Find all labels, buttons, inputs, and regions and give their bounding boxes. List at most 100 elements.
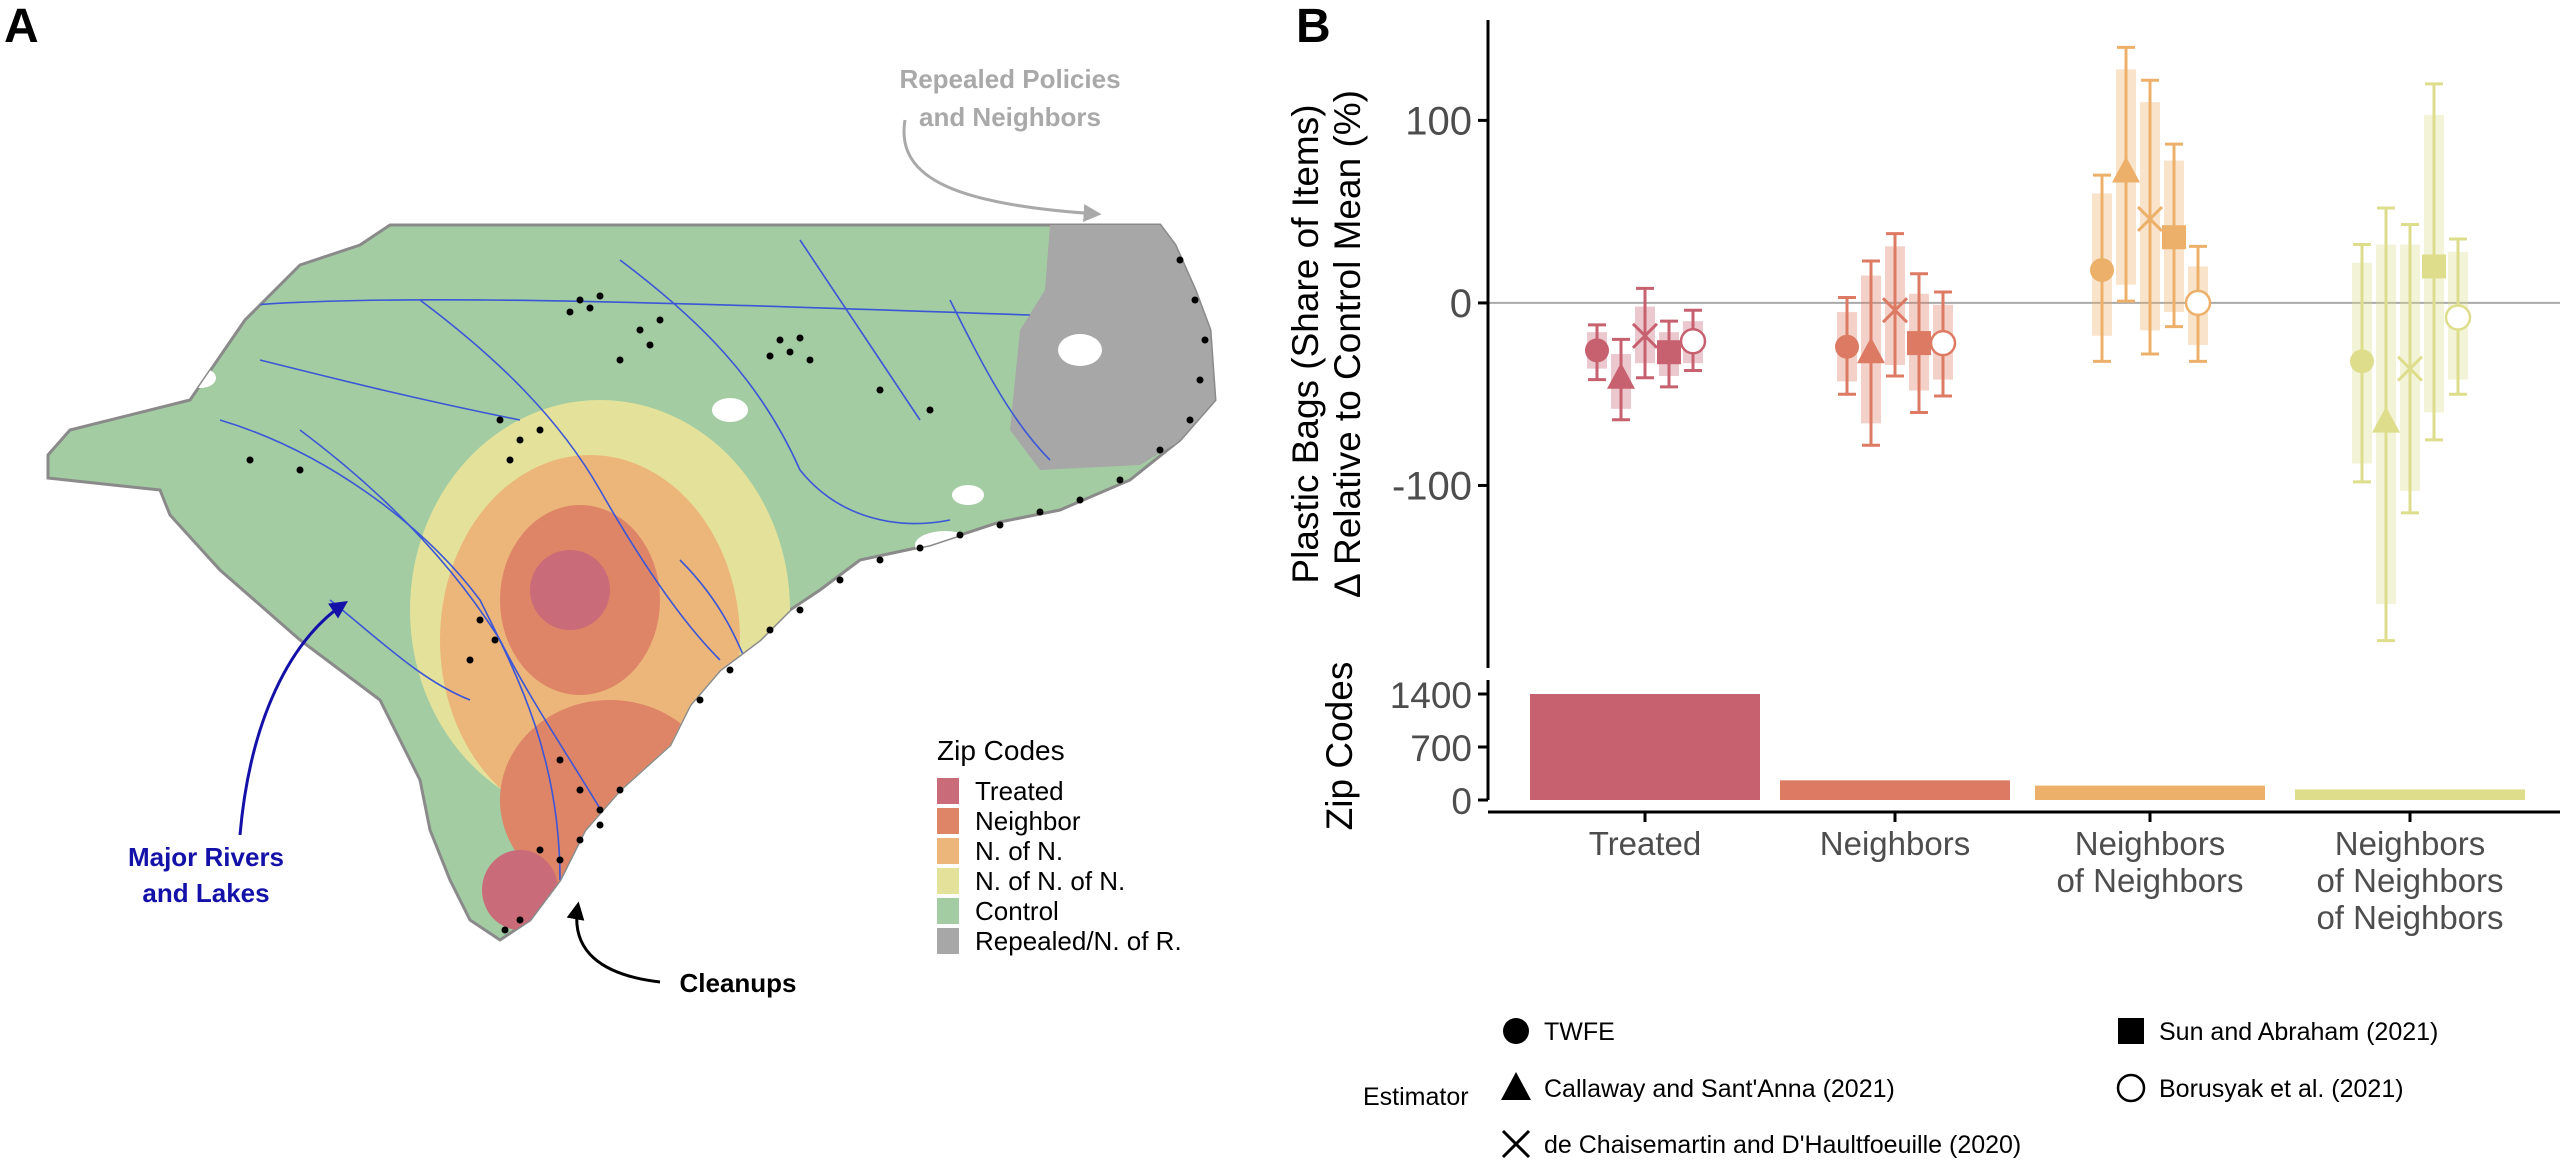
x-tick-label-2-0: Neighbors — [2075, 825, 2225, 862]
estimate-point-3-3 — [2422, 254, 2446, 279]
map-region-treated — [530, 550, 610, 630]
estimate-0-1 — [1835, 295, 1859, 396]
map-cleanup-dots — [246, 256, 1209, 934]
x-tick-label-1-0: Neighbors — [1820, 825, 1970, 862]
estimate-4-3 — [2444, 237, 2472, 396]
zip-codes-y-label-text: Zip Codes — [1319, 662, 1360, 831]
map-legend-swatch-0 — [937, 778, 959, 804]
estimator-legend-label-4: Borusyak et al. (2021) — [2159, 1075, 2404, 1103]
estimator-legend-key-2 — [1501, 1129, 1531, 1159]
estimator-legend-label-2: de Chaisemartin and D'Haultfoeuille (202… — [1544, 1131, 2021, 1159]
x-tick-label-3-0: Neighbors — [2335, 825, 2485, 862]
estimates-chart: 100 0 -100 Plastic Bags (Share of Items) Δ R… — [1285, 20, 2560, 668]
estimate-3-0 — [1657, 319, 1681, 389]
estimate-0-2 — [2090, 173, 2114, 363]
estimate-point-1-1 — [1857, 337, 1885, 364]
map-legend-swatch-4 — [937, 898, 959, 924]
map-legend-swatch-2 — [937, 838, 959, 864]
estimator-legend-key-4 — [2116, 1073, 2146, 1103]
estimates-y-tick-label-0: 100 — [1405, 99, 1472, 143]
estimate-point-0-0 — [1585, 338, 1609, 363]
panel-b: B 100 0 -100 Plastic Bags (Share of Items) Δ… — [1285, 0, 2560, 1159]
estimate-point-4-0 — [1679, 328, 1707, 355]
x-tick-label-3-1: of Neighbors — [2316, 862, 2503, 899]
map-legend-label-1: Neighbor — [975, 806, 1081, 836]
map-region-repealed — [1010, 225, 1215, 470]
estimator-legend-label-3: Sun and Abraham (2021) — [2159, 1018, 2438, 1046]
estimate-4-0 — [1679, 308, 1707, 372]
x-tick-label-0-0: Treated — [1589, 825, 1702, 862]
estimate-0-0 — [1585, 323, 1609, 382]
estimator-legend-label-0: TWFE — [1544, 1018, 1615, 1046]
estimate-1-3 — [2372, 206, 2400, 643]
zip-codes-bar-chart: 1400 700 0 Zip Codes Treated Neighbors Neighbo… — [1319, 662, 2560, 936]
zip-codes-y-tick-label-2: 0 — [1451, 781, 1472, 822]
annotation-repealed-line2: and Neighbors — [919, 102, 1101, 132]
estimate-point-0-2 — [2090, 258, 2114, 283]
estimate-4-1 — [1929, 290, 1957, 398]
estimate-3-1 — [1907, 272, 1931, 414]
estimate-1-1 — [1857, 259, 1885, 447]
zip-codes-bar-2 — [2035, 785, 2265, 800]
estimate-1-0 — [1607, 337, 1635, 422]
estimate-0-3 — [2350, 243, 2374, 484]
estimate-point-4-3 — [2444, 304, 2472, 331]
annotation-rivers-line1: Major Rivers — [128, 842, 284, 872]
estimate-3-3 — [2422, 82, 2446, 442]
annotation-rivers-arrow — [238, 600, 348, 836]
annotation-cleanups-arrow — [566, 901, 661, 984]
panel-b-label: B — [1296, 0, 1331, 53]
annotation-rivers: Major Rivers and Lakes — [128, 600, 348, 908]
estimator-legend-key-0 — [1503, 1018, 1529, 1044]
map-legend-swatch-3 — [937, 868, 959, 894]
map-legend-title: Zip Codes — [937, 735, 1065, 766]
x-tick-label-2-1: of Neighbors — [2056, 862, 2243, 899]
estimates-y-tick-label-2: -100 — [1392, 464, 1472, 508]
annotation-repealed-line1: Repealed Policies — [899, 64, 1120, 94]
estimate-point-3-0 — [1657, 340, 1681, 365]
estimates-y-label-line1: Plastic Bags (Share of Items) — [1285, 104, 1326, 583]
estimate-point-1-2 — [2112, 156, 2140, 183]
estimate-2-1 — [1881, 232, 1909, 378]
zip-codes-y-tick-label-1: 700 — [1410, 728, 1472, 769]
annotation-cleanups-text: Cleanups — [679, 968, 796, 998]
estimator-legend-key-3 — [2118, 1018, 2144, 1044]
map-legend-label-0: Treated — [975, 776, 1064, 806]
map-legend-swatch-1 — [937, 808, 959, 834]
estimate-point-4-2 — [2184, 289, 2212, 317]
estimate-point-2-2 — [2136, 205, 2164, 233]
estimator-legend-title: Estimator — [1363, 1083, 1469, 1111]
panel-a-label: A — [4, 0, 39, 53]
map-legend-label-2: N. of N. — [975, 836, 1063, 866]
estimate-2-0 — [1631, 286, 1659, 380]
estimate-point-1-0 — [1607, 362, 1635, 389]
annotation-cleanups: Cleanups — [566, 901, 797, 998]
map-legend-label-3: N. of N. of N. — [975, 866, 1125, 896]
zip-codes-y-label: Zip Codes — [1319, 662, 1360, 831]
estimate-1-2 — [2112, 45, 2140, 303]
estimate-point-2-3 — [2396, 355, 2424, 382]
estimator-legend: Estimator TWFE Callaway and Sant'Anna (20… — [1363, 1018, 2438, 1159]
estimate-2-2 — [2136, 78, 2164, 356]
estimate-2-3 — [2396, 222, 2424, 515]
estimate-point-0-1 — [1835, 334, 1859, 359]
estimate-point-0-3 — [2350, 349, 2374, 374]
map-legend-swatch-5 — [937, 928, 959, 954]
estimates-y-tick-label-1: 0 — [1450, 282, 1472, 326]
map-legend-label-5: Repealed/N. of R. — [975, 926, 1182, 956]
estimate-3-2 — [2162, 142, 2186, 329]
estimate-point-2-0 — [1631, 322, 1659, 349]
annotation-repealed-arrow — [902, 119, 1102, 223]
zip-codes-bar-0 — [1530, 694, 1760, 800]
estimate-point-1-3 — [2372, 406, 2400, 433]
estimate-point-3-2 — [2162, 225, 2186, 250]
zip-codes-bar-1 — [1780, 780, 2010, 800]
estimator-legend-key-1 — [1501, 1072, 1531, 1100]
estimate-point-3-1 — [1907, 331, 1931, 356]
estimate-4-2 — [2184, 244, 2212, 363]
estimate-point-4-1 — [1929, 329, 1957, 357]
zip-codes-y-tick-label-0: 1400 — [1390, 675, 1472, 716]
nc-map — [46, 223, 1217, 942]
annotation-rivers-line2: and Lakes — [142, 878, 269, 908]
